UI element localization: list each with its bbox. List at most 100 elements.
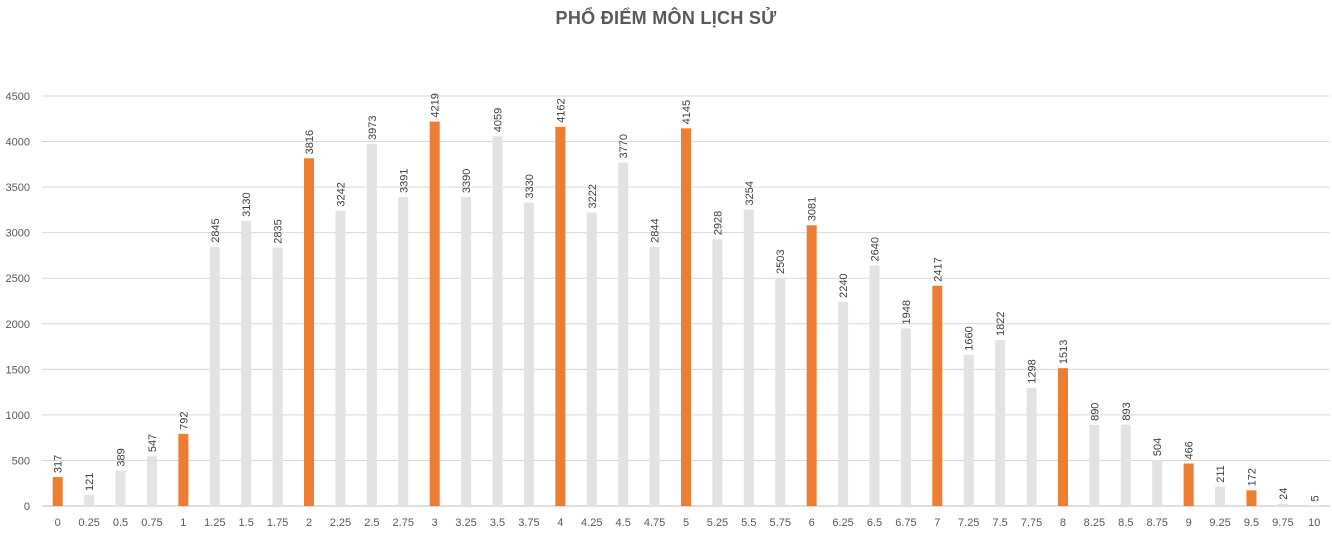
data-label: 1298 xyxy=(1027,359,1039,383)
data-label: 2640 xyxy=(869,237,881,261)
data-label: 389 xyxy=(116,448,128,466)
x-tick-label: 2 xyxy=(306,517,312,529)
x-tick-label: 10 xyxy=(1308,517,1320,529)
data-label: 172 xyxy=(1246,468,1258,486)
x-tick-label: 2.25 xyxy=(330,517,351,529)
data-label: 893 xyxy=(1121,402,1133,420)
bar xyxy=(586,212,597,506)
bar xyxy=(775,277,786,506)
bar xyxy=(1057,368,1068,506)
x-tick-label: 7 xyxy=(934,517,940,529)
y-tick-label: 500 xyxy=(12,455,30,467)
data-label: 890 xyxy=(1089,403,1101,421)
x-tick-label: 0.5 xyxy=(113,517,128,529)
y-tick-label: 1000 xyxy=(6,410,30,422)
y-tick-label: 3000 xyxy=(6,228,30,240)
bar xyxy=(1026,387,1037,506)
data-label: 3254 xyxy=(744,181,756,205)
x-tick-label: 8.5 xyxy=(1118,517,1133,529)
x-tick-label: 9.75 xyxy=(1272,517,1293,529)
data-label: 3973 xyxy=(367,116,379,140)
bar xyxy=(304,158,315,506)
bar xyxy=(1089,424,1100,506)
x-axis-ticks: 0 0.25 0.5 0.75 1 1.25 1.5 1.75 2 2.25 2.5 2.75 3 3.2… xyxy=(55,517,1321,529)
y-tick-label: 2000 xyxy=(6,319,30,331)
bar xyxy=(84,494,95,506)
bar xyxy=(712,239,723,506)
data-label: 3770 xyxy=(618,134,630,158)
y-tick-label: 4500 xyxy=(6,91,30,103)
bar xyxy=(1277,503,1288,506)
x-tick-label: 5.25 xyxy=(707,517,728,529)
bar xyxy=(838,301,849,506)
y-tick-label: 2500 xyxy=(6,273,30,285)
x-tick-label: 3.25 xyxy=(455,517,476,529)
x-tick-label: 6.25 xyxy=(832,517,853,529)
bar xyxy=(869,265,880,506)
bar xyxy=(461,197,472,506)
x-tick-label: 8.75 xyxy=(1147,517,1168,529)
x-tick-label: 0 xyxy=(55,517,61,529)
x-tick-label: 7.75 xyxy=(1021,517,1042,529)
x-tick-label: 7.5 xyxy=(992,517,1007,529)
x-tick-label: 8.25 xyxy=(1084,517,1105,529)
data-label: 3391 xyxy=(398,169,410,193)
data-label: 24 xyxy=(1278,488,1290,500)
bar xyxy=(209,246,220,507)
bar xyxy=(398,197,409,506)
x-tick-label: 3 xyxy=(432,517,438,529)
data-label: 2844 xyxy=(650,218,662,242)
data-label: 2928 xyxy=(712,211,724,235)
data-label: 2503 xyxy=(775,249,787,273)
y-tick-label: 1500 xyxy=(6,364,30,376)
chart-title: PHỔ ĐIỂM MÔN LỊCH SỬ xyxy=(555,8,777,28)
data-label: 5 xyxy=(1309,495,1321,501)
data-label: 3816 xyxy=(304,130,316,154)
data-label: 1948 xyxy=(901,300,913,324)
bar xyxy=(429,121,440,506)
data-label: 3130 xyxy=(241,192,253,216)
data-label: 1822 xyxy=(995,312,1007,336)
x-tick-label: 9.5 xyxy=(1244,517,1259,529)
data-label: 3390 xyxy=(461,169,473,193)
data-label: 4059 xyxy=(493,108,505,132)
x-tick-label: 7.25 xyxy=(958,517,979,529)
data-label: 4219 xyxy=(430,93,442,117)
bar xyxy=(178,433,189,506)
bar xyxy=(1215,486,1226,506)
x-tick-label: 9.25 xyxy=(1209,517,1230,529)
x-tick-label: 1.25 xyxy=(204,517,225,529)
y-axis-ticks: 0 500 1000 1500 2000 2500 3000 3500 4000 4500 xyxy=(6,91,30,513)
bar xyxy=(649,246,660,506)
data-label: 1513 xyxy=(1058,340,1070,364)
bar xyxy=(555,126,566,506)
data-label: 792 xyxy=(178,411,190,429)
x-tick-label: 3.75 xyxy=(518,517,539,529)
bar xyxy=(963,354,974,506)
bar xyxy=(932,285,943,506)
bar xyxy=(366,144,377,506)
bar xyxy=(241,220,252,507)
bar xyxy=(523,202,534,506)
bar xyxy=(806,225,817,506)
bar xyxy=(52,477,63,506)
x-tick-label: 5.5 xyxy=(741,517,756,529)
data-label: 317 xyxy=(53,455,65,473)
data-label: 4145 xyxy=(681,100,693,124)
data-labels: 317 121 389 547 792 2845 3130 2835 3816 3242 3973 3… xyxy=(53,93,1322,501)
y-tick-label: 3500 xyxy=(6,182,30,194)
x-tick-label: 5.75 xyxy=(770,517,791,529)
x-tick-label: 9 xyxy=(1186,517,1192,529)
bar xyxy=(335,210,346,506)
x-tick-label: 4 xyxy=(557,517,563,529)
bar xyxy=(492,136,503,506)
x-tick-label: 6 xyxy=(809,517,815,529)
bar xyxy=(900,328,911,506)
bar xyxy=(1183,463,1194,506)
x-tick-label: 1 xyxy=(180,517,186,529)
bar xyxy=(1246,490,1257,506)
x-tick-label: 4.25 xyxy=(581,517,602,529)
bar xyxy=(995,339,1006,506)
bar xyxy=(743,209,754,506)
x-tick-label: 1.75 xyxy=(267,517,288,529)
